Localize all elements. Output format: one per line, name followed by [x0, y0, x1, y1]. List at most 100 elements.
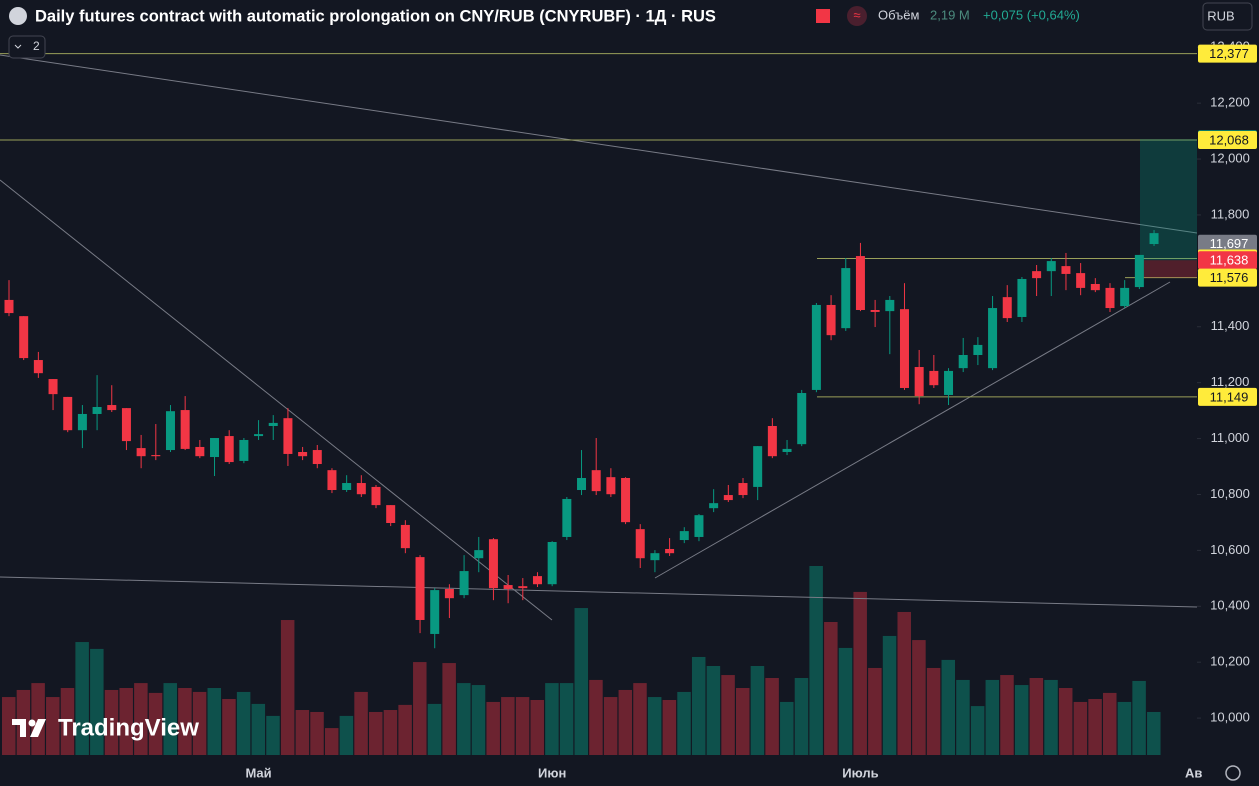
candle-body [1120, 287, 1130, 307]
indicator-toggle[interactable] [8, 35, 46, 59]
volume-bar [736, 688, 750, 755]
candle-body [694, 515, 704, 537]
volume-bar [163, 683, 177, 755]
change: +0,075 (+0,64%) [983, 7, 1080, 22]
brand-logo [12, 719, 46, 737]
trend-line [0, 54, 1198, 234]
volume-bar [339, 715, 354, 755]
time-axis: Май Июн Июль [245, 765, 878, 780]
price-label: 12,377 [1209, 46, 1249, 61]
price-label: 11,697 [1210, 236, 1249, 251]
x-tick-label: Июль [842, 765, 878, 780]
price-label: 11,576 [1210, 270, 1249, 285]
volume-bar [750, 666, 765, 755]
y-tick-label: 11,800 [1211, 206, 1250, 221]
candle-body [356, 483, 366, 495]
currency-button[interactable] [1202, 2, 1253, 31]
logo-part [12, 719, 26, 737]
volume-bar [1029, 677, 1044, 755]
candle-body [811, 304, 821, 390]
flag-icon[interactable] [816, 9, 830, 23]
volume-bar [442, 663, 456, 755]
candle-layer [4, 230, 1159, 649]
loss-zone [1140, 260, 1197, 278]
price-label-box [1198, 387, 1257, 406]
candle-body [151, 455, 161, 457]
candle-body [797, 393, 807, 445]
volume-bar [119, 688, 133, 755]
candle-body [665, 548, 675, 554]
volume-bar [501, 697, 515, 755]
volume-bar [46, 697, 60, 755]
volume-bar [280, 620, 295, 755]
volume-bar [545, 683, 559, 755]
candle-body [430, 590, 440, 634]
candle-body [327, 470, 337, 491]
volume-bar [457, 683, 471, 755]
price-label-box [1198, 131, 1257, 150]
volume-bar [838, 647, 853, 755]
candle-body [33, 360, 43, 374]
logo-part [30, 719, 46, 737]
candle-body [709, 503, 719, 509]
volume-bar [324, 728, 339, 755]
volume-bar [75, 642, 89, 755]
price-axis: 10,000 10,200 10,400 10,600 10,800 11,000 11,2… [1197, 0, 1259, 755]
candle-body [532, 576, 542, 585]
volume-bar [574, 608, 589, 755]
settings-icon[interactable] [1225, 765, 1241, 781]
candle-body [870, 309, 880, 312]
candle-body [268, 422, 278, 426]
price-labels: 12,37712,07112,06811,69711,64411,63811,5… [1198, 44, 1257, 406]
candle-body [723, 495, 733, 501]
volume-bar [589, 679, 603, 755]
volume-bar [486, 701, 500, 755]
y-tick-label: 11,200 [1211, 374, 1250, 389]
candle-body [180, 410, 190, 449]
logo-part [28, 719, 36, 727]
candle-body [782, 448, 792, 452]
price-label: 12,068 [1209, 132, 1249, 147]
volume-bar [192, 691, 207, 755]
volume-bar [1058, 688, 1073, 755]
volume-bar [559, 683, 574, 755]
volume-bar [941, 659, 956, 755]
brand: TradingView [58, 714, 199, 741]
volume-bar [1014, 685, 1029, 755]
volume-bar [398, 704, 412, 755]
volume-bar [383, 710, 398, 755]
trend-line [0, 576, 1198, 608]
candle-body [4, 299, 14, 314]
currency[interactable]: RUB [1207, 8, 1234, 23]
candle-body [650, 553, 660, 561]
volume-bar [104, 689, 119, 755]
candle-body [283, 418, 293, 454]
price-label: 11,638 [1210, 253, 1249, 268]
volume-bar [882, 635, 897, 755]
candle-body [444, 588, 454, 599]
candle-body [1017, 278, 1027, 317]
volume-bar [530, 699, 544, 755]
candle-body [224, 436, 234, 463]
candle-body [753, 446, 763, 487]
candle-body [298, 451, 308, 457]
volume-bar [985, 679, 1000, 755]
candle-body [386, 505, 396, 523]
candle-body [254, 434, 264, 437]
indicator-count[interactable]: 2 [33, 39, 40, 53]
candle-body [165, 411, 175, 451]
candle-body [679, 531, 689, 541]
candle-body [48, 379, 58, 395]
volume-bar [926, 667, 941, 755]
candle-body [63, 396, 73, 431]
chart-title: Daily futures contract with automatic pr… [35, 7, 716, 25]
candle-body [1105, 287, 1115, 309]
volume-bar [794, 677, 809, 755]
volume-bar [897, 611, 911, 755]
volume-bar [1088, 699, 1102, 755]
candle-body [958, 354, 968, 369]
volume-bar [956, 679, 970, 755]
volume-bar [90, 648, 104, 755]
candle-body [488, 539, 498, 589]
volume-bar [1073, 701, 1088, 755]
